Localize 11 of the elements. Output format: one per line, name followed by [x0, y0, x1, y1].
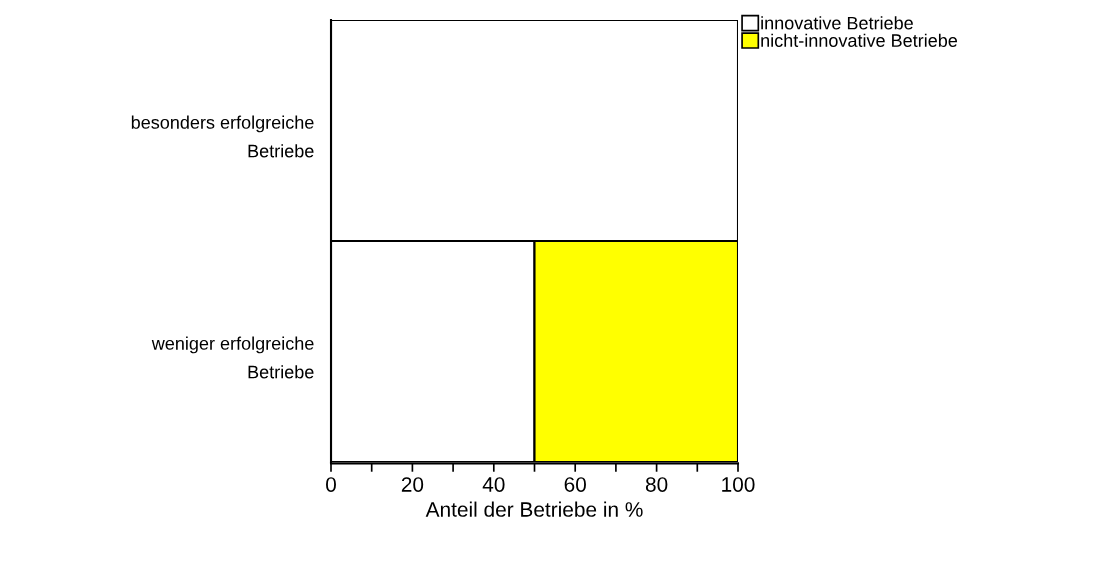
x-tick-label: 80: [645, 477, 668, 492]
x-tick-label: 40: [482, 477, 505, 492]
x-tick-label: 0: [326, 477, 336, 492]
y-tick-label: weniger erfolgreiche Betriebe: [151, 336, 314, 379]
legend-label: innovative Betriebe: [761, 16, 913, 30]
x-tick-label: 60: [564, 477, 586, 492]
x-tick-label: 20: [401, 477, 424, 492]
x-tick-label: 100: [722, 477, 755, 492]
y-tick-label: besonders erfolgreiche Betriebe: [131, 115, 314, 158]
x-axis-title: Anteil der Betriebe in %: [425, 501, 643, 517]
legend-label: nicht-innovative Betriebe: [761, 33, 958, 47]
